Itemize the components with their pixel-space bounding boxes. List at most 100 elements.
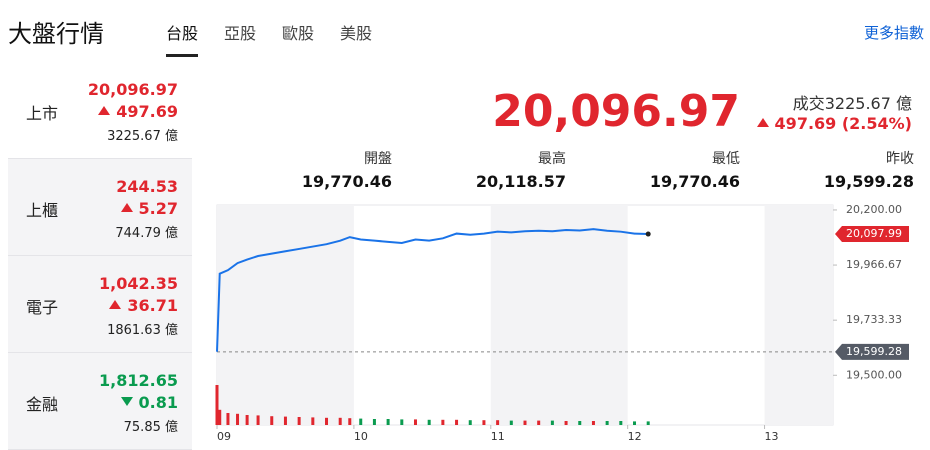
index-price: 244.53 [116, 177, 178, 196]
stat-label: 昨收 [886, 151, 914, 167]
volume-bar [482, 420, 486, 425]
volume-value: 3225.67 億 [824, 94, 912, 113]
y-tick-label: 19,733.33 [846, 313, 902, 326]
quote-volume: 成交3225.67 億 [793, 90, 912, 114]
volume-bar [578, 421, 582, 425]
volume-bar [348, 418, 352, 425]
volume-bar [386, 419, 390, 425]
stat-label: 開盤 [364, 151, 392, 167]
index-item[interactable]: 金融 1,812.65 0.81 75.85 億 [8, 353, 192, 450]
volume-bar [297, 417, 301, 425]
stat: 昨收 19,599.28 [774, 148, 914, 191]
tab[interactable]: 美股 [340, 24, 373, 43]
stat-value: 19,770.46 [301, 172, 392, 191]
volume-bar [550, 420, 554, 425]
tab[interactable]: 亞股 [224, 24, 257, 43]
volume-bar [270, 416, 274, 425]
volume-bar [455, 419, 459, 425]
arrow [756, 118, 769, 127]
volume-bar [523, 420, 527, 425]
volume-bar [619, 421, 623, 425]
stat-value: 19,770.46 [649, 172, 740, 191]
stat: 最低 19,770.46 [600, 148, 740, 191]
index-name: 電子 [26, 298, 59, 317]
y-tick-label: 19,966.67 [846, 258, 902, 271]
volume-bar [226, 413, 230, 425]
stat-label: 最高 [538, 151, 566, 167]
index-price: 1,812.65 [99, 371, 178, 390]
index-change: 0.81 [120, 393, 178, 412]
index-change: 36.71 [109, 296, 178, 315]
x-tick-label: 11 [491, 430, 505, 443]
volume-bar [400, 419, 404, 425]
y-tick-label: 20,200.00 [846, 203, 902, 216]
index-price: 20,096.97 [87, 80, 178, 99]
volume-bar [646, 421, 650, 425]
volume-bar [283, 416, 287, 425]
volume-label: 成交 [792, 94, 825, 113]
volume-bar [591, 421, 595, 425]
volume-bar [338, 417, 342, 425]
change-value: 0.81 [138, 393, 178, 412]
index-item[interactable]: 上市 20,096.97 497.69 3225.67 億 [8, 62, 192, 159]
arrow [98, 106, 111, 115]
change-value: 36.71 [127, 296, 178, 315]
y-tick-label: 19,500.00 [846, 368, 902, 381]
volume-bar [218, 409, 222, 425]
price-flag [835, 343, 909, 360]
arrow [120, 203, 133, 212]
volume-bar [372, 419, 376, 425]
volume-bar [564, 421, 568, 425]
sidebar: 上市 20,096.97 497.69 3225.67 億上櫃 244.53 5.27 74… [8, 62, 192, 450]
tab[interactable]: 歐股 [282, 24, 315, 43]
volume-bar [413, 419, 417, 425]
volume-bar [509, 420, 513, 425]
volume-bar [236, 413, 240, 425]
stat-label: 最低 [712, 151, 740, 167]
time-band [490, 205, 628, 425]
volume-bar [325, 417, 329, 425]
volume-bar [256, 415, 260, 425]
index-name: 金融 [26, 395, 59, 414]
index-volume: 1861.63 億 [107, 323, 178, 338]
index-item[interactable]: 電子 1,042.35 36.71 1861.63 億 [8, 256, 192, 353]
time-band [764, 205, 833, 425]
x-tick-label: 12 [628, 430, 642, 443]
x-tick-label: 09 [217, 430, 231, 443]
quote-price: 20,096.97 [492, 86, 740, 137]
x-tick-label: 13 [765, 430, 779, 443]
volume-bar [215, 385, 219, 425]
stat-value: 20,118.57 [475, 172, 566, 191]
index-name: 上市 [26, 104, 59, 123]
change-value: 5.27 [138, 199, 178, 218]
volume-bar [441, 419, 445, 425]
volume-bar [633, 421, 637, 425]
price-flag [835, 226, 909, 243]
arrow [109, 300, 122, 309]
tab[interactable]: 台股 [166, 20, 199, 57]
volume-bar [359, 418, 363, 425]
price-flag-label: 20,097.99 [846, 227, 902, 240]
stat: 最高 20,118.57 [426, 148, 566, 191]
stat-value: 19,599.28 [823, 172, 914, 191]
time-band [217, 205, 354, 425]
index-volume: 75.85 億 [123, 420, 178, 435]
index-name: 上櫃 [26, 201, 59, 220]
page-title: 大盤行情 [8, 20, 104, 48]
volume-bar [605, 421, 609, 425]
arrow [120, 397, 133, 406]
change-value: 497.69 [116, 102, 178, 121]
tabs: 台股 亞股 歐股 美股 [166, 20, 372, 57]
index-item[interactable]: 上櫃 244.53 5.27 744.79 億 [8, 159, 192, 256]
index-change: 497.69 [98, 102, 178, 121]
last-point [645, 231, 651, 237]
x-tick-label: 10 [354, 430, 368, 443]
volume-bar [537, 420, 541, 425]
change-value: 497.69 (2.54%) [774, 114, 912, 133]
index-change: 5.27 [120, 199, 178, 218]
price-flag-label: 19,599.28 [846, 345, 902, 358]
more-link[interactable]: 更多指數 [864, 24, 925, 42]
volume-bar [427, 419, 431, 425]
